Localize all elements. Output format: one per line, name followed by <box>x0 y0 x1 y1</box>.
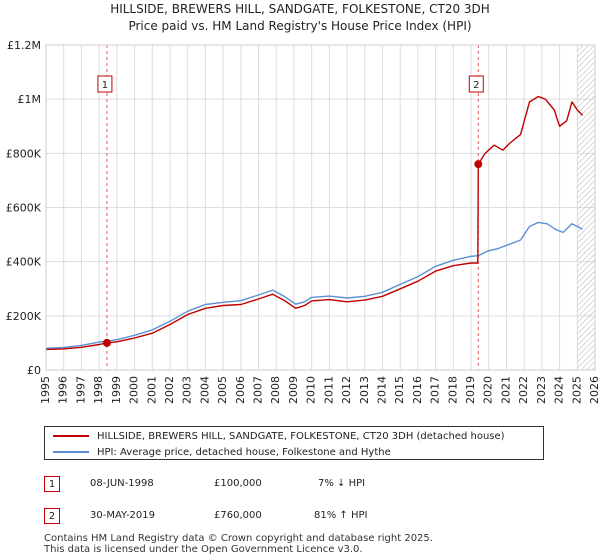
plot-frame <box>45 44 596 371</box>
x-tick-label: 1996 <box>57 376 70 404</box>
legend-line-property <box>53 435 89 437</box>
x-tick-label: 2023 <box>535 376 548 404</box>
x-tick-label: 2014 <box>375 376 388 404</box>
y-tick-label: £400K <box>6 256 42 269</box>
x-tick-label: 2021 <box>499 376 512 404</box>
x-tick-label: 2012 <box>340 376 353 404</box>
x-tick-label: 2010 <box>305 376 318 404</box>
footer-copyright: Contains HM Land Registry data © Crown c… <box>44 533 433 544</box>
x-tick-label: 2018 <box>446 376 459 404</box>
annotation-price-1: £100,000 <box>214 478 262 489</box>
x-tick-label: 2003 <box>181 376 194 404</box>
x-tick-label: 1999 <box>110 376 123 404</box>
x-tick-label: 2011 <box>322 376 335 404</box>
sale-label-box-1 <box>97 75 113 93</box>
annotation-hpi-2: 81% ↑ HPI <box>314 510 368 521</box>
chart-title: HILLSIDE, BREWERS HILL, SANDGATE, FOLKES… <box>110 2 490 16</box>
x-tick-label: 2000 <box>128 376 141 404</box>
x-tick-label: 1998 <box>92 376 105 404</box>
legend: HILLSIDE, BREWERS HILL, SANDGATE, FOLKES… <box>44 426 544 460</box>
x-tick-label: 2017 <box>429 376 442 404</box>
x-tick-label: 2007 <box>252 376 265 404</box>
x-tick-label: 2019 <box>464 376 477 404</box>
annotation-price-2: £760,000 <box>214 510 262 521</box>
x-tick-label: 2009 <box>287 376 300 404</box>
y-tick-label: £0 <box>27 364 41 377</box>
x-tick-label: 2026 <box>588 376 600 404</box>
annotation-badge-2: 2 <box>44 508 60 524</box>
annotation-hpi-1: 7% ↓ HPI <box>318 478 366 489</box>
annotation-date-1: 08-JUN-1998 <box>90 478 154 489</box>
x-tick-label: 2016 <box>411 376 424 404</box>
x-tick-label: 2006 <box>234 376 247 404</box>
y-tick-label: £800K <box>6 147 42 160</box>
y-tick-label: £1.2M <box>7 39 41 52</box>
x-tick-label: 2025 <box>570 376 583 404</box>
x-tick-label: 2008 <box>269 376 282 404</box>
x-tick-label: 1997 <box>74 376 87 404</box>
x-tick-label: 2001 <box>145 376 158 404</box>
annotation-date-2: 30-MAY-2019 <box>90 510 156 521</box>
annotation-badge-1: 1 <box>44 476 60 492</box>
y-tick-label: £1M <box>18 93 42 106</box>
chart-subtitle: Price paid vs. HM Land Registry's House … <box>128 19 472 33</box>
x-tick-label: 2004 <box>198 376 211 404</box>
x-tick-label: 2022 <box>517 376 530 404</box>
x-tick-label: 1995 <box>39 376 52 404</box>
legend-entry-hpi: HPI: Average price, detached house, Folk… <box>53 444 391 460</box>
x-tick-label: 2005 <box>216 376 229 404</box>
sale-label-2: 2 <box>473 80 479 91</box>
sale-point-1 <box>102 338 111 347</box>
footer-licence: This data is licensed under the Open Gov… <box>44 544 363 555</box>
x-tick-label: 2024 <box>553 376 566 404</box>
series-line-hpi <box>45 221 583 349</box>
forecast-hatch <box>577 45 595 370</box>
legend-line-hpi <box>53 451 89 453</box>
x-tick-label: 2013 <box>358 376 371 404</box>
sale-point-2 <box>474 160 483 169</box>
sale-label-1: 1 <box>102 80 108 91</box>
legend-entry-property: HILLSIDE, BREWERS HILL, SANDGATE, FOLKES… <box>53 428 505 444</box>
sale-label-box-2 <box>468 75 484 93</box>
y-tick-label: £600K <box>6 202 42 215</box>
x-tick-label: 2020 <box>482 376 495 404</box>
y-tick-label: £200K <box>6 310 42 323</box>
x-tick-label: 2002 <box>163 376 176 404</box>
legend-label-hpi: HPI: Average price, detached house, Folk… <box>97 446 391 458</box>
series-line-property <box>45 95 584 351</box>
chart-svg: 1 2 £0 £200K £400K £600K £800K £1M £1.2M 1995 1996… <box>6 39 600 404</box>
x-tick-label: 2015 <box>393 376 406 404</box>
legend-label-property: HILLSIDE, BREWERS HILL, SANDGATE, FOLKES… <box>97 430 505 442</box>
